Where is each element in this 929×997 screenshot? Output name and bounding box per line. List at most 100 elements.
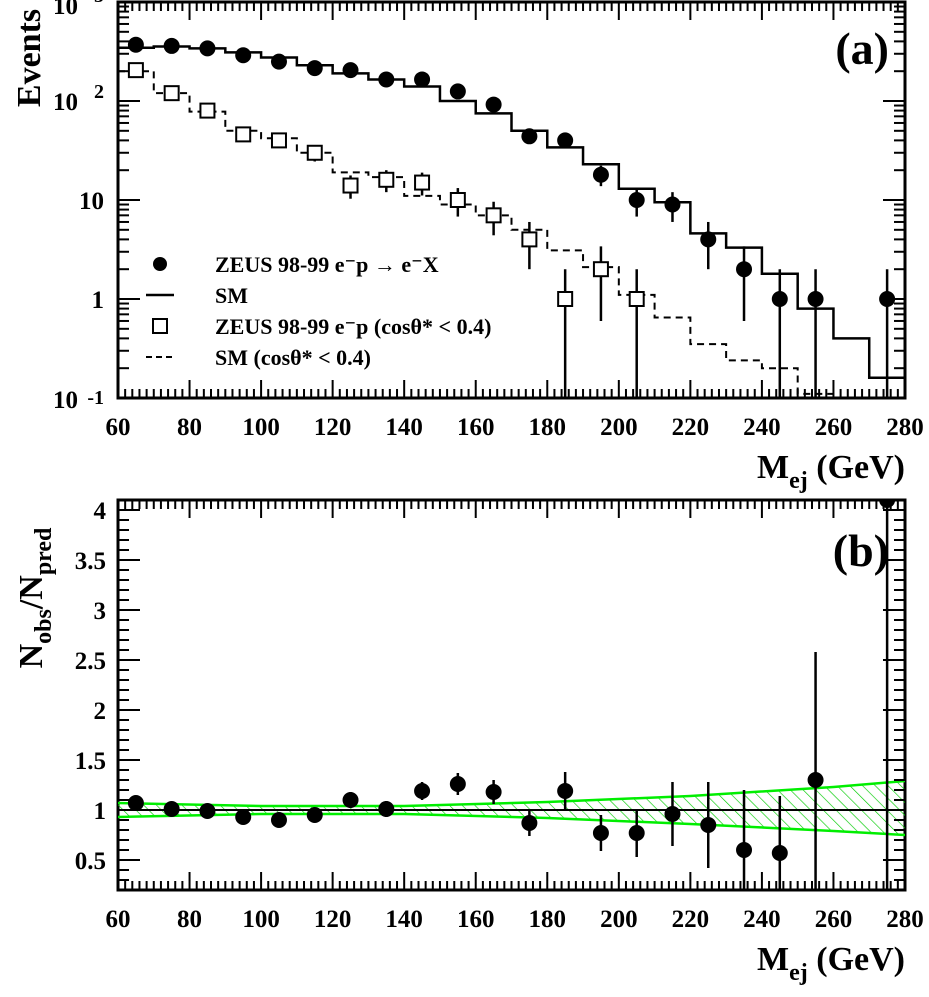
cos-cut-data-point: [628, 291, 645, 307]
panel-b-y-axis-label: Nobs/Npred: [13, 527, 57, 668]
panel-a-x-tick-label: 220: [672, 414, 710, 441]
ratio-data-point: [700, 817, 717, 833]
zeus-data-point: [771, 291, 788, 307]
ratio-data-point: [199, 803, 216, 819]
ratio-data-point: [127, 795, 144, 811]
cos-cut-data-point: [306, 144, 323, 161]
panel-a-y-tick-label: 10: [53, 0, 78, 20]
ratio-data-point: [879, 500, 896, 508]
panel-b-x-tick-label: 120: [314, 906, 352, 933]
uncertainty-band-lower-edge: [118, 812, 905, 837]
panel-a-x-tick-label: 120: [314, 414, 352, 441]
panel-b-y-tick-label: 0.5: [75, 848, 106, 875]
cos-cut-data-point: [235, 126, 252, 143]
ratio-data-point: [664, 806, 681, 822]
ratio-data-point: [306, 807, 323, 823]
zeus-data-point: [736, 261, 753, 278]
zeus-data-point: [485, 96, 502, 113]
zeus-data-point: [127, 36, 144, 53]
panel-a-y-tick-exponent: -1: [87, 387, 104, 409]
zeus-data-point: [592, 166, 609, 183]
panel-a-x-tick-label: 260: [815, 414, 853, 441]
panel-a-y-tick-exponent: 2: [94, 81, 104, 103]
ratio-data-point: [807, 772, 824, 788]
ratio-data-point: [270, 812, 287, 828]
legend-marker-open-square: [152, 318, 168, 334]
cos-cut-data-point: [270, 132, 287, 149]
zeus-data-point: [235, 47, 252, 64]
panel-b-y-tick-label: 3: [94, 598, 107, 625]
ratio-data-point: [736, 842, 753, 858]
sm-histogram-line: [118, 45, 905, 380]
panel-b-y-tick-label: 2.5: [75, 648, 106, 675]
panel-b-x-tick-label: 240: [743, 906, 781, 933]
panel-a-y-tick-exponent: 3: [94, 0, 104, 7]
ratio-data-point: [557, 783, 574, 799]
zeus-data-point: [270, 53, 287, 70]
zeus-data-point: [807, 291, 824, 307]
panel-a-x-tick-label: 160: [457, 414, 495, 441]
panel-a-axes: 60 80 100 120 140 160 180 200 220 240 260 280 10 3 10 2…: [53, 0, 924, 441]
uncertainty-band-upper-edge: [118, 779, 905, 808]
ratio-data-point: [628, 825, 645, 841]
ratio-data-point: [521, 815, 538, 831]
panel-a-x-tick-label: 100: [242, 414, 280, 441]
zeus-data-point: [342, 62, 359, 79]
zeus-data-point: [521, 128, 538, 145]
panel-a-x-tick-label: 140: [385, 414, 423, 441]
panel-a-events-distribution: 60 80 100 120 140 160 180 200 220 240 260 280 10 3 10 2…: [11, 0, 924, 494]
panel-b-x-tick-label: 60: [106, 906, 131, 933]
zeus-data-point: [700, 231, 717, 248]
panel-b-x-tick-label: 140: [385, 906, 423, 933]
panel-a-y-tick-label: 10: [53, 387, 78, 414]
panel-a-y-axis-label: Events: [11, 9, 48, 107]
panel-b-x-tick-label: 100: [242, 906, 280, 933]
cos-cut-data-point: [521, 231, 538, 248]
panel-a-x-tick-label: 80: [177, 414, 202, 441]
panel-b-ratio: 60 80 100 120 140 160 180 200 220 240 260 280 0.5 1 1.…: [13, 498, 924, 986]
panel-b-y-tick-label: 2: [94, 698, 107, 725]
zeus-data-point: [628, 192, 645, 208]
panel-b-x-tick-label: 260: [815, 906, 853, 933]
panel-b-x-tick-label: 80: [177, 906, 202, 933]
cos-cut-data-point: [414, 174, 431, 191]
legend-label: SM (cosθ* < 0.4): [215, 345, 371, 370]
panel-b-x-tick-label: 280: [886, 906, 924, 933]
ratio-data-point: [449, 776, 466, 792]
legend-marker-filled-circle: [153, 257, 167, 271]
panel-b-x-tick-label: 220: [672, 906, 710, 933]
cos-cut-data-point: [378, 171, 395, 188]
zeus-data-point: [199, 40, 216, 57]
panel-a-y-tick-label: 10: [53, 89, 78, 116]
cos-cut-data-point: [127, 62, 144, 79]
cos-cut-data-point: [485, 207, 502, 224]
zeus-data-point: [664, 196, 681, 213]
panel-a-x-tick-label: 280: [886, 414, 924, 441]
zeus-data-point: [163, 37, 180, 54]
cos-cut-data-point: [592, 261, 609, 278]
panel-b-x-tick-label: 180: [529, 906, 567, 933]
panel-b-axes: 60 80 100 120 140 160 180 200 220 240 260 280 0.5 1 1.…: [75, 498, 924, 933]
panel-b-label: (b): [833, 525, 889, 576]
panel-a-x-tick-label: 200: [600, 414, 638, 441]
ratio-data-point: [771, 845, 788, 861]
panel-b-y-tick-label: 1: [94, 798, 107, 825]
panel-b-y-tick-label: 4: [94, 498, 107, 525]
panel-a-legend: ZEUS 98-99 e⁻p → e⁻X SM ZEUS 98-99 e⁻p (co…: [146, 252, 491, 370]
zeus-data-point: [306, 60, 323, 77]
cos-cut-data-point: [342, 177, 359, 194]
panel-b-series: [118, 500, 905, 890]
panel-b-x-axis-label: Mej (GeV): [757, 941, 905, 986]
ratio-data-point: [342, 792, 359, 808]
panel-a-series: [118, 36, 905, 398]
cos-cut-data-point: [557, 291, 574, 307]
legend-label: SM: [215, 283, 248, 308]
cos-cut-data-point: [449, 192, 466, 208]
panel-b-y-tick-label: 3.5: [75, 548, 106, 575]
panel-a-y-tick-label: 1: [92, 287, 105, 314]
ratio-data-point: [592, 825, 609, 841]
cos-cut-data-point: [163, 85, 180, 102]
ratio-data-point: [485, 784, 502, 800]
panel-b-x-tick-label: 200: [600, 906, 638, 933]
